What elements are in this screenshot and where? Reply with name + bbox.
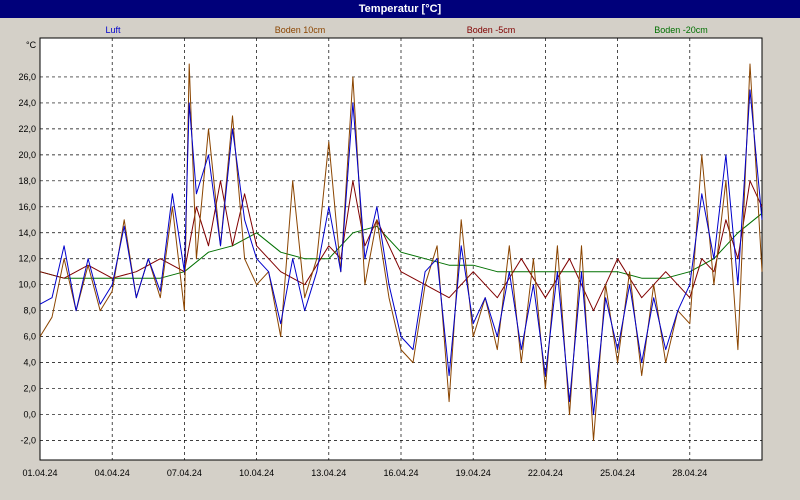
y-tick-label: 0,0 <box>23 410 36 420</box>
chart-title: Temperatur [°C] <box>0 0 800 18</box>
x-tick-label: 16.04.24 <box>383 468 418 478</box>
x-tick-label: 01.04.24 <box>22 468 57 478</box>
y-tick-label: 20,0 <box>18 150 36 160</box>
legend-entry: Luft <box>105 25 121 35</box>
x-tick-label: 13.04.24 <box>311 468 346 478</box>
legend-entry: Boden -20cm <box>654 25 708 35</box>
series-line-luft <box>39 89 763 416</box>
legend: Luft Boden 10cm Boden -5cm Boden -20cm <box>105 25 707 35</box>
y-tick-label: 24,0 <box>18 98 36 108</box>
y-tick-label: -2,0 <box>20 436 36 446</box>
x-tick-label: 04.04.24 <box>95 468 130 478</box>
y-tick-label: 16,0 <box>18 202 36 212</box>
legend-entry: Boden 10cm <box>275 25 326 35</box>
legend-entry: Boden -5cm <box>467 25 516 35</box>
y-tick-label: 18,0 <box>18 176 36 186</box>
x-tick-label: 19.04.24 <box>456 468 491 478</box>
y-tick-label: 4,0 <box>23 358 36 368</box>
x-tick-label: 07.04.24 <box>167 468 202 478</box>
series-line-boden-10cm <box>39 63 763 441</box>
series-line-boden-20cm <box>39 212 763 279</box>
x-tick-label: 25.04.24 <box>600 468 635 478</box>
y-axis-unit-label: °C <box>26 40 37 50</box>
x-tick-labels: 01.04.24 04.04.24 07.04.24 10.04.24 13.04.24… <box>22 468 707 478</box>
y-tick-label: 10,0 <box>18 280 36 290</box>
y-tick-label: 12,0 <box>18 254 36 264</box>
y-tick-label: 6,0 <box>23 332 36 342</box>
y-tick-label: 2,0 <box>23 384 36 394</box>
y-tick-label: 22,0 <box>18 124 36 134</box>
grid-lines <box>39 38 762 460</box>
y-tick-label: 14,0 <box>18 228 36 238</box>
y-tick-label: 8,0 <box>23 306 36 316</box>
y-tick-label: 26,0 <box>18 72 36 82</box>
series-lines <box>39 63 763 441</box>
x-tick-label: 10.04.24 <box>239 468 274 478</box>
x-tick-label: 28.04.24 <box>672 468 707 478</box>
x-tick-label: 22.04.24 <box>528 468 563 478</box>
y-tick-labels: -2,0 0,0 2,0 4,0 6,0 8,0 10,0 12,0 14,0 16,0 18,0 2… <box>18 72 36 446</box>
